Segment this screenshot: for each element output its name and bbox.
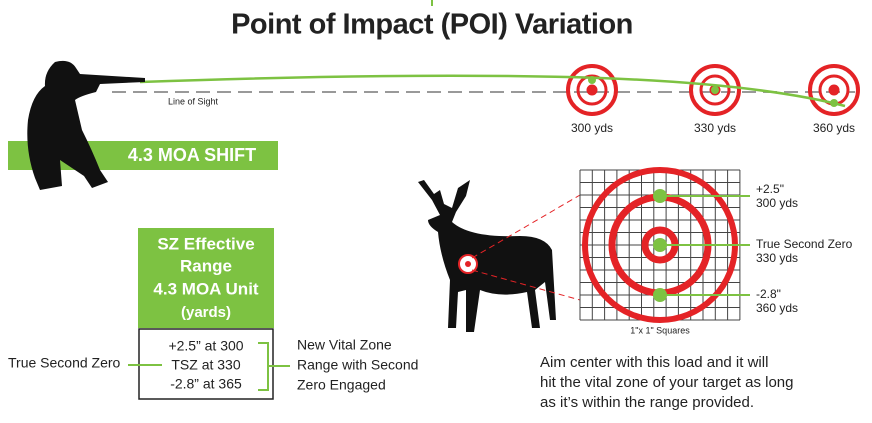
target-label: 330 yds [694,121,736,135]
leader-lines [660,195,750,296]
right-label: New Vital Zone [297,337,392,353]
right-label: Zero Engaged [297,377,386,393]
note: as it’s within the range provided. [540,394,754,411]
target-label: 360 yds [813,121,855,135]
trajectory [139,74,846,108]
range-row: -2.8” at 365 [170,376,242,392]
vital-target [465,261,471,267]
zoom-line [471,194,581,259]
range-box-header [138,228,274,328]
range-row: +2.5” at 300 [168,338,243,354]
range-heading: (yards) [181,304,231,321]
left-label: True Second Zero [8,355,121,371]
shift-banner-text: 4.3 MOA SHIFT [128,145,256,165]
impact [830,99,838,107]
zoom-line [471,269,581,301]
range-heading: SZ Effective [157,234,254,253]
deer [418,180,556,332]
note: Aim center with this load and it will [540,354,768,371]
range-heading: Range [180,256,232,275]
impact [711,86,719,94]
grid-label: 300 yds [756,196,798,210]
impact [588,76,596,84]
grid-label: +2.5" [756,182,784,196]
grid-caption: 1"x 1" Squares [630,325,690,335]
range-heading: 4.3 MOA Unit [153,279,258,298]
shooter [27,60,145,190]
right-label: Range with Second [297,357,418,373]
target-label: 300 yds [571,121,613,135]
grid-label: True Second Zero [756,237,853,251]
grid-label: 360 yds [756,301,798,315]
grid-label: 330 yds [756,251,798,265]
line-of-sight-label: Line of Sight [168,96,219,106]
bracket [258,342,290,391]
range-row: TSZ at 330 [171,357,240,373]
title: Point of Impact (POI) Variation [231,9,633,41]
note: hit the vital zone of your target as lon… [540,374,793,391]
grid-label: -2.8" [756,287,781,301]
